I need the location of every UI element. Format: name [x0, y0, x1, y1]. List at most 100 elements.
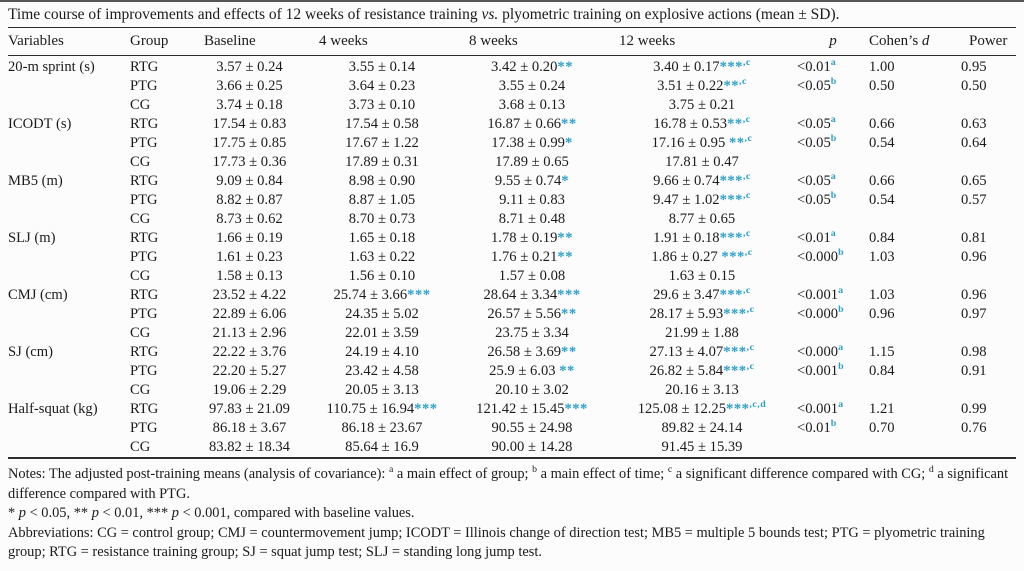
week4-cell: 17.54 ± 0.58 [345, 116, 419, 132]
col-header-12-weeks: 12 weeks [607, 27, 797, 56]
p-cell [797, 438, 869, 458]
p-cell [797, 96, 869, 115]
notes-section: Notes: The adjusted post-training means … [8, 459, 1016, 563]
baseline-cell: 23.52 ± 4.22 [212, 287, 287, 303]
week8-cell: 90.00 ± 14.28 [491, 439, 573, 455]
cohens-d-cell: 1.03 [869, 249, 895, 265]
week8-cell: 20.10 ± 3.02 [495, 382, 569, 398]
week12-cell: 8.77 ± 0.65 [668, 211, 736, 227]
p-cell: <0.000b [797, 304, 845, 322]
week8-cell: 3.55 ± 0.24 [498, 78, 566, 94]
table-row: CG 17.73 ± 0.36 17.89 ± 0.31 17.89 ± 0.65 17… [8, 153, 1016, 172]
cohens-d-cell: 0.50 [869, 78, 895, 94]
baseline-cell: 9.09 ± 0.84 [216, 173, 283, 189]
group-cell: PTG [130, 78, 158, 94]
variable-cell: ICODT (s) [8, 116, 72, 132]
week8-cell: 3.68 ± 0.13 [498, 97, 566, 113]
week8-cell: 8.71 ± 0.48 [498, 211, 566, 227]
p-cell: <0.01a [797, 57, 837, 75]
variable-cell [8, 438, 130, 458]
week12-cell: 9.66 ± 0.74***,c [653, 171, 751, 189]
week12-cell: 3.75 ± 0.21 [668, 97, 736, 113]
week8-cell: 23.75 ± 3.34 [495, 325, 569, 341]
week4-cell: 25.74 ± 3.66*** [333, 287, 431, 303]
week4-cell: 8.70 ± 0.73 [348, 211, 416, 227]
week4-cell: 24.35 ± 5.02 [345, 306, 419, 322]
group-cell: RTG [130, 116, 159, 132]
table-body: 20-m sprint (s) RTG 3.57 ± 0.24 3.55 ± 0.14… [8, 56, 1016, 459]
baseline-cell: 17.54 ± 0.83 [212, 116, 287, 132]
baseline-cell: 21.13 ± 2.96 [212, 325, 287, 341]
col-header-baseline: Baseline [192, 27, 307, 56]
power-cell: 0.95 [961, 59, 987, 75]
p-cell [797, 267, 869, 286]
week12-cell: 16.78 ± 0.53**,c [653, 114, 751, 132]
group-cell: CG [130, 211, 151, 227]
power-cell: 0.97 [961, 306, 987, 322]
col-header-p: p [797, 27, 869, 56]
baseline-cell: 17.73 ± 0.36 [212, 154, 287, 170]
week12-cell: 21.99 ± 1.88 [665, 325, 739, 341]
baseline-cell: 22.22 ± 3.76 [212, 344, 287, 360]
table-row: CMJ (cm) RTG 23.52 ± 4.22 25.74 ± 3.66*** 28… [8, 286, 1016, 305]
week4-cell: 1.65 ± 0.18 [348, 230, 416, 246]
table-row: PTG 22.89 ± 6.06 24.35 ± 5.02 26.57 ± 5.56*… [8, 305, 1016, 324]
week4-cell: 20.05 ± 3.13 [345, 382, 419, 398]
week12-cell: 1.63 ± 0.15 [668, 268, 736, 284]
baseline-cell: 3.66 ± 0.25 [216, 78, 283, 94]
week12-cell: 3.40 ± 0.17***,c [653, 57, 751, 75]
variable-cell [8, 77, 130, 96]
group-cell: PTG [130, 249, 158, 265]
cohens-d-cell: 0.66 [869, 173, 895, 189]
variable-cell: SJ (cm) [8, 344, 53, 360]
baseline-cell: 86.18 ± 3.67 [212, 420, 287, 436]
group-cell: CG [130, 439, 151, 455]
variable-cell [8, 419, 130, 438]
power-cell [961, 96, 1016, 115]
cohens-d-cell: 0.84 [869, 230, 895, 246]
power-cell: 0.76 [961, 420, 987, 436]
note-significance: * p < 0.05, ** p < 0.01, *** p < 0.001, … [8, 505, 415, 521]
power-cell [961, 153, 1016, 172]
table-row: CG 21.13 ± 2.96 22.01 ± 3.59 23.75 ± 3.34 21… [8, 324, 1016, 343]
week8-cell: 1.57 ± 0.08 [498, 268, 566, 284]
week4-cell: 1.56 ± 0.10 [348, 268, 416, 284]
week12-cell: 20.16 ± 3.13 [665, 382, 739, 398]
cohens-d-cell [869, 210, 961, 229]
p-cell: <0.05a [797, 171, 837, 189]
week12-cell: 17.16 ± 0.95 **,c [651, 133, 753, 151]
week12-cell: 26.82 ± 5.84***,c [649, 361, 755, 379]
week8-cell: 1.78 ± 0.19** [491, 230, 573, 246]
baseline-cell: 3.74 ± 0.18 [216, 97, 283, 113]
group-cell: RTG [130, 59, 159, 75]
p-cell: <0.01a [797, 228, 837, 246]
col-header-variables: Variables [8, 27, 130, 56]
week8-cell: 3.42 ± 0.20** [491, 59, 573, 75]
results-table: Variables Group Baseline 4 weeks 8 weeks… [8, 27, 1016, 459]
p-cell: <0.001a [797, 285, 844, 303]
variable-cell [8, 362, 130, 381]
week12-cell: 29.6 ± 3.47***,c [653, 285, 751, 303]
group-cell: CG [130, 382, 151, 398]
week8-cell: 9.55 ± 0.74* [494, 173, 570, 189]
group-cell: RTG [130, 230, 159, 246]
note-abbreviations: Abbreviations: CG = control group; CMJ =… [8, 524, 985, 561]
week4-cell: 17.89 ± 0.31 [345, 154, 419, 170]
baseline-cell: 3.57 ± 0.24 [216, 59, 283, 75]
variable-cell [8, 324, 130, 343]
power-cell: 0.98 [961, 344, 987, 360]
group-cell: CG [130, 97, 151, 113]
group-cell: PTG [130, 192, 158, 208]
power-cell [961, 267, 1016, 286]
baseline-cell: 19.06 ± 2.29 [212, 382, 287, 398]
week12-cell: 17.81 ± 0.47 [665, 154, 739, 170]
table-row: PTG 22.20 ± 5.27 23.42 ± 4.58 25.9 ± 6.03 *… [8, 362, 1016, 381]
p-cell: <0.05b [797, 133, 837, 151]
cohens-d-cell: 0.84 [869, 363, 895, 379]
p-cell: <0.000a [797, 342, 844, 360]
week4-cell: 17.67 ± 1.22 [345, 135, 419, 151]
col-header-8-weeks: 8 weeks [457, 27, 607, 56]
table-row: PTG 1.61 ± 0.23 1.63 ± 0.22 1.76 ± 0.21** 1.… [8, 248, 1016, 267]
week4-cell: 22.01 ± 3.59 [345, 325, 419, 341]
